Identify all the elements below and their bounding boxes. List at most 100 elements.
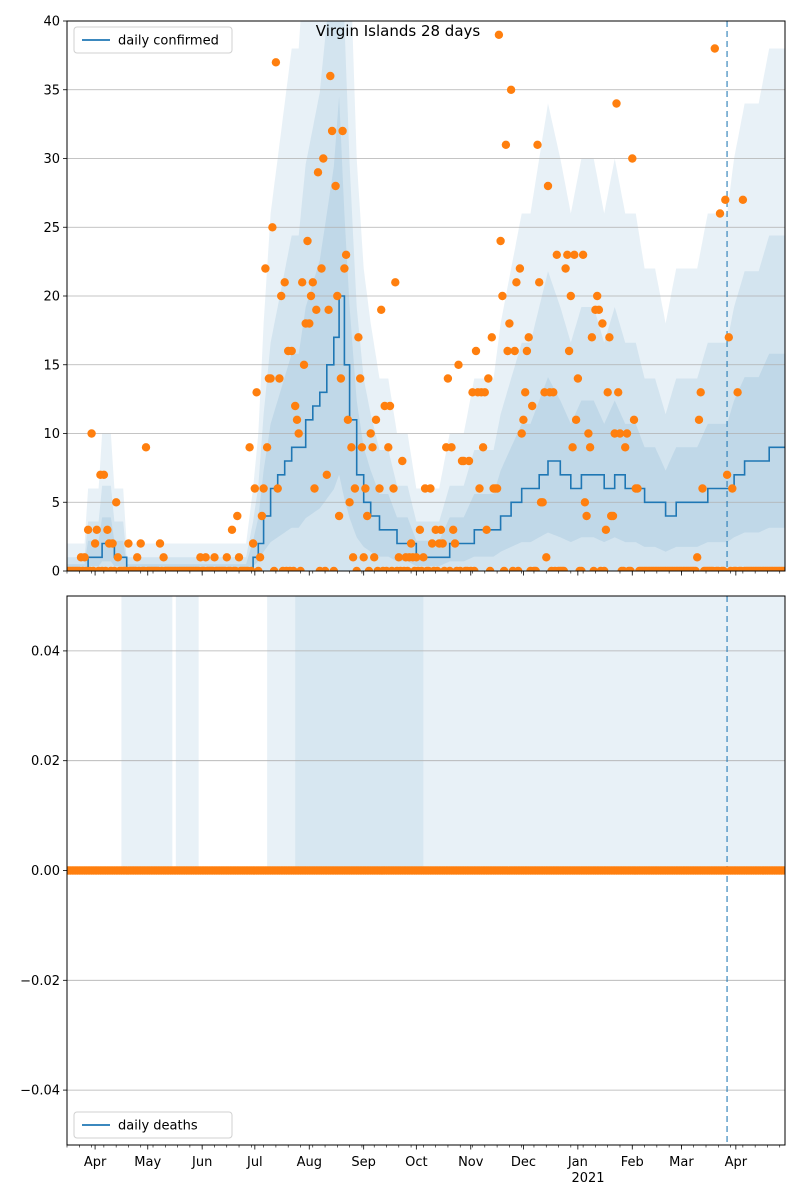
band-level-2 bbox=[67, 96, 785, 571]
scatter-point bbox=[535, 278, 544, 287]
y-tick-label: 35 bbox=[43, 83, 60, 98]
scatter-points bbox=[67, 30, 785, 571]
scatter-point bbox=[338, 126, 347, 136]
y-tick-label: 10 bbox=[43, 427, 60, 442]
y-tick-label: 25 bbox=[43, 221, 60, 236]
scatter-point bbox=[306, 291, 316, 301]
scatter-point bbox=[485, 566, 495, 571]
x-tick-label: Sep bbox=[351, 1155, 376, 1170]
scatter-point bbox=[464, 456, 474, 466]
scatter-point bbox=[361, 484, 370, 493]
scatter-point bbox=[155, 539, 165, 548]
scatter-point bbox=[259, 484, 268, 493]
scatter-point bbox=[398, 456, 407, 466]
x-tick-label: Jul bbox=[246, 1155, 263, 1170]
scatter-point bbox=[313, 168, 323, 177]
scatter-point bbox=[521, 388, 530, 397]
scatter-point bbox=[603, 388, 612, 397]
daily-series-line bbox=[67, 295, 785, 571]
scatter-point bbox=[601, 525, 611, 534]
scatter-point bbox=[245, 443, 254, 452]
scatter-point bbox=[721, 195, 730, 204]
scatter-point bbox=[294, 429, 303, 438]
scatter-point bbox=[693, 553, 702, 562]
legend-box bbox=[73, 1111, 233, 1139]
y-tick-label: 0 bbox=[52, 565, 60, 580]
scatter-point bbox=[252, 388, 261, 397]
scatter-point bbox=[92, 525, 102, 534]
scatter-point bbox=[780, 866, 785, 875]
scatter-point bbox=[594, 305, 604, 314]
y-tick-label: 30 bbox=[43, 152, 60, 167]
uncertainty-bands bbox=[121, 596, 785, 871]
scatter-point bbox=[112, 498, 121, 507]
scatter-point bbox=[505, 319, 514, 328]
scatter-point bbox=[719, 566, 728, 571]
scatter-point bbox=[552, 250, 561, 259]
scatter-point bbox=[471, 346, 481, 356]
y-tick-label: 0.00 bbox=[31, 864, 60, 879]
scatter-point bbox=[724, 333, 733, 342]
axes-frame bbox=[66, 595, 786, 1146]
scatter-point bbox=[336, 374, 346, 383]
x-tick-label: Apr bbox=[84, 1155, 107, 1170]
scatter-point bbox=[450, 539, 460, 548]
scatter-point bbox=[447, 443, 456, 452]
scatter-point bbox=[738, 195, 748, 204]
scatter-point bbox=[563, 250, 572, 259]
scatter-point bbox=[368, 443, 377, 452]
scatter-point bbox=[691, 566, 700, 571]
scatter-point bbox=[324, 305, 333, 314]
scatter-point bbox=[201, 553, 210, 562]
scatter-point bbox=[514, 566, 523, 571]
scatter-point bbox=[343, 415, 353, 424]
scatter-point bbox=[728, 484, 737, 493]
scatter-point bbox=[519, 415, 528, 424]
scatter-point bbox=[522, 346, 532, 356]
scatter-point bbox=[262, 443, 272, 452]
scatter-point bbox=[614, 388, 623, 397]
y-tick-label: 0.02 bbox=[31, 754, 60, 769]
scatter-point bbox=[322, 470, 331, 479]
scatter-point bbox=[334, 511, 344, 521]
x-tick-label: Dec bbox=[511, 1155, 536, 1170]
y-tick-label: 20 bbox=[43, 290, 60, 305]
scatter-point bbox=[628, 154, 637, 163]
x-tick-label: Oct bbox=[405, 1155, 427, 1170]
scatter-point bbox=[222, 553, 231, 562]
scatter-point bbox=[538, 498, 547, 507]
scatter-point bbox=[248, 539, 258, 548]
scatter-point bbox=[277, 291, 286, 301]
scatter-point bbox=[210, 553, 219, 562]
scatter-point bbox=[341, 250, 351, 259]
scatter-point bbox=[696, 388, 705, 397]
scatter-point bbox=[517, 429, 526, 438]
scatter-point bbox=[605, 333, 614, 342]
scatter-point bbox=[698, 484, 707, 493]
scatter-point bbox=[350, 484, 360, 493]
scatter-point bbox=[308, 278, 317, 287]
scatter-point bbox=[141, 443, 151, 452]
scatter-point bbox=[371, 415, 381, 424]
scatter-point bbox=[443, 374, 453, 383]
scatter-point bbox=[319, 154, 328, 163]
scatter-point bbox=[275, 374, 284, 383]
scatter-point bbox=[593, 291, 602, 301]
scatter-point bbox=[415, 525, 425, 534]
x-tick-label: Apr bbox=[725, 1155, 748, 1170]
scatter-point bbox=[364, 566, 374, 571]
scatter-point bbox=[427, 539, 437, 548]
legend-box bbox=[73, 26, 233, 54]
scatter-point bbox=[524, 333, 533, 342]
scatter-point bbox=[234, 553, 244, 562]
scatter-point bbox=[436, 525, 446, 534]
scatter-point bbox=[348, 553, 358, 562]
x-year-label: 2021 bbox=[571, 1171, 604, 1186]
x-tick-label: Jan bbox=[567, 1155, 588, 1170]
scatter-point bbox=[600, 566, 609, 571]
chart-title: Virgin Islands 28 days bbox=[316, 22, 481, 40]
scatter-point bbox=[412, 553, 421, 562]
y-tick-label: 0.04 bbox=[31, 644, 60, 659]
scatter-point bbox=[310, 484, 319, 493]
scatter-point bbox=[510, 346, 519, 356]
